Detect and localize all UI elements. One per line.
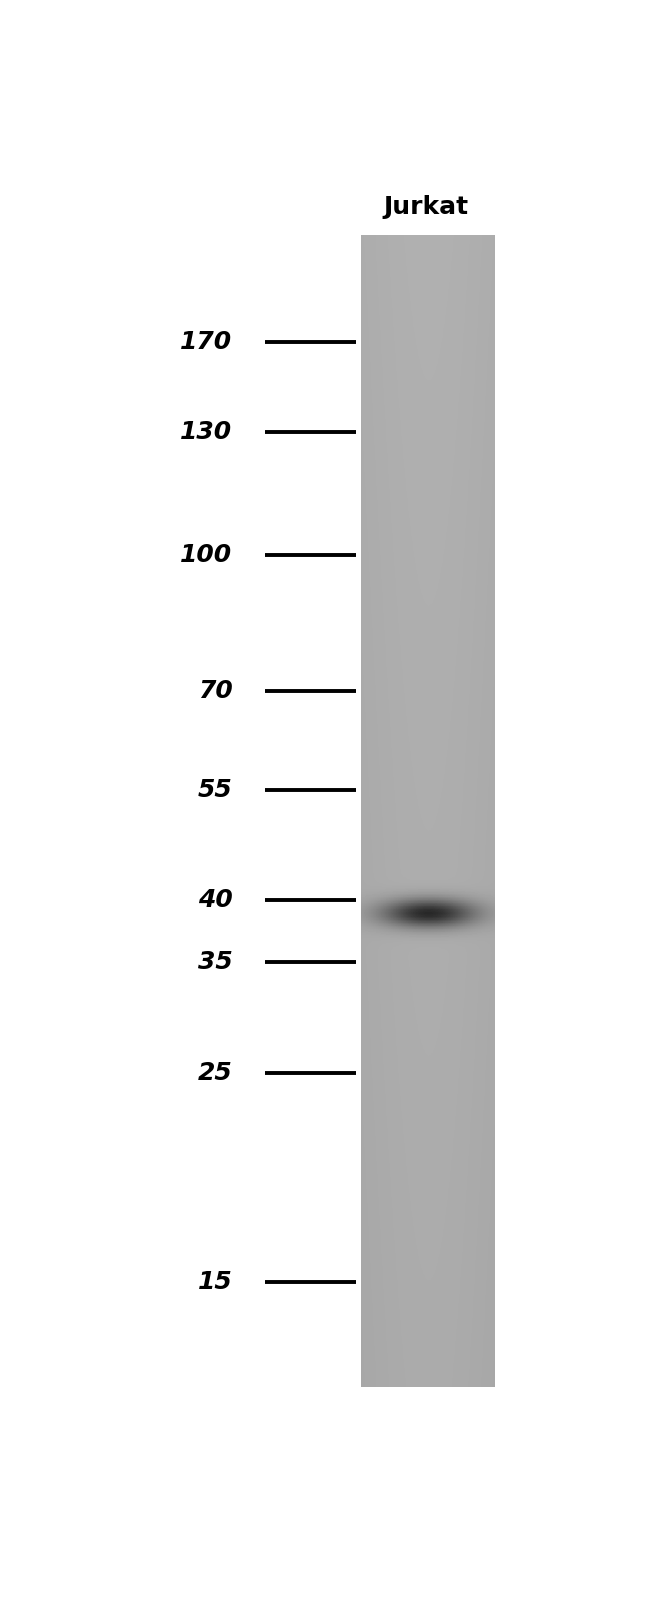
Text: 130: 130 [180,421,233,445]
Text: Jurkat: Jurkat [384,195,469,219]
Text: 15: 15 [198,1270,233,1294]
Text: 25: 25 [198,1061,233,1085]
Text: 40: 40 [198,888,233,912]
Text: 35: 35 [198,950,233,974]
Text: 55: 55 [198,778,233,802]
Text: 170: 170 [180,330,233,354]
Text: 70: 70 [198,678,233,702]
Text: 100: 100 [180,544,233,568]
